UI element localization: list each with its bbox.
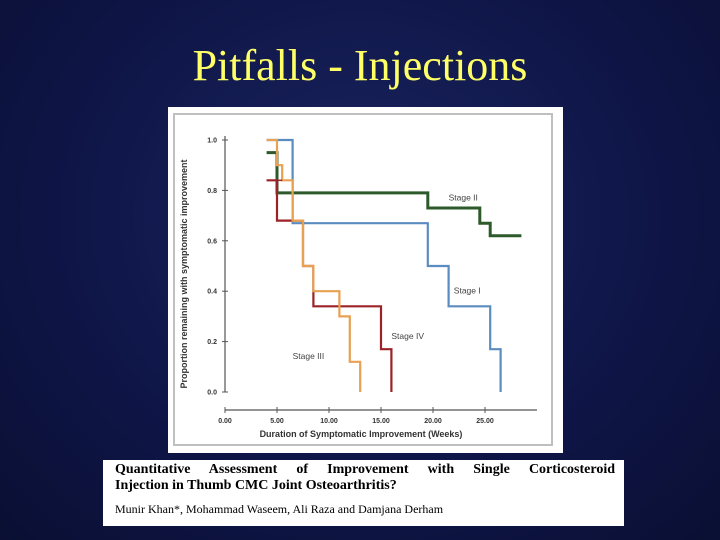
x-tick-label: 10.00 <box>320 418 338 425</box>
y-tick-label: 1.0 <box>207 138 217 145</box>
series-line-stage-iv <box>266 179 393 392</box>
x-tick-label: 25.00 <box>476 418 494 425</box>
y-tick-label: 0.2 <box>207 339 217 346</box>
y-axis-label: Proportion remaining with symptomatic im… <box>179 159 189 388</box>
paper-title-line-2: Injection in Thumb CMC Joint Osteoarthri… <box>115 478 397 493</box>
chart-panel: 0.0 0.2 0.4 0.6 0.8 1.0 0.00 5.00 10.00 15.00 20.0… <box>168 107 563 453</box>
chart-frame: 0.0 0.2 0.4 0.6 0.8 1.0 0.00 5.00 10.00 15.00 20.0… <box>173 113 553 446</box>
x-tick-label: 15.00 <box>372 418 390 425</box>
series-label: Stage IV <box>391 331 424 341</box>
y-tick-label: 0.4 <box>207 289 217 296</box>
series-labels: Stage II Stage I Stage IV Stage III <box>293 192 481 361</box>
x-tick-label: 5.00 <box>270 418 284 425</box>
x-tick-label: 0.00 <box>218 418 232 425</box>
series-label: Stage II <box>449 192 478 202</box>
slide-title: Pitfalls - Injections <box>192 41 528 90</box>
series-label: Stage III <box>293 351 325 361</box>
x-axis-label: Duration of Symptomatic Improvement (Wee… <box>260 429 463 439</box>
y-tick-label: 0.8 <box>207 188 217 195</box>
x-tick-label: 20.00 <box>424 418 442 425</box>
series-line-stage-ii <box>266 151 522 238</box>
paper-authors: Munir Khan*, Mohammad Waseem, Ali Raza a… <box>115 502 444 516</box>
series-label: Stage I <box>454 286 481 296</box>
series-lines <box>266 138 522 392</box>
y-tick-label: 0.0 <box>207 390 217 397</box>
y-tick-label: 0.6 <box>207 238 217 245</box>
tick-labels: 0.0 0.2 0.4 0.6 0.8 1.0 0.00 5.00 10.00 15.00 20.0… <box>207 138 494 426</box>
axes <box>222 136 537 413</box>
series-line-stage-iii <box>266 138 362 392</box>
paper-citation: Quantitative Assessment of Improvement w… <box>103 460 624 526</box>
paper-title-line-1: Quantitative Assessment of Improvement w… <box>115 462 615 477</box>
survival-chart: 0.0 0.2 0.4 0.6 0.8 1.0 0.00 5.00 10.00 15.00 20.0… <box>179 136 537 439</box>
